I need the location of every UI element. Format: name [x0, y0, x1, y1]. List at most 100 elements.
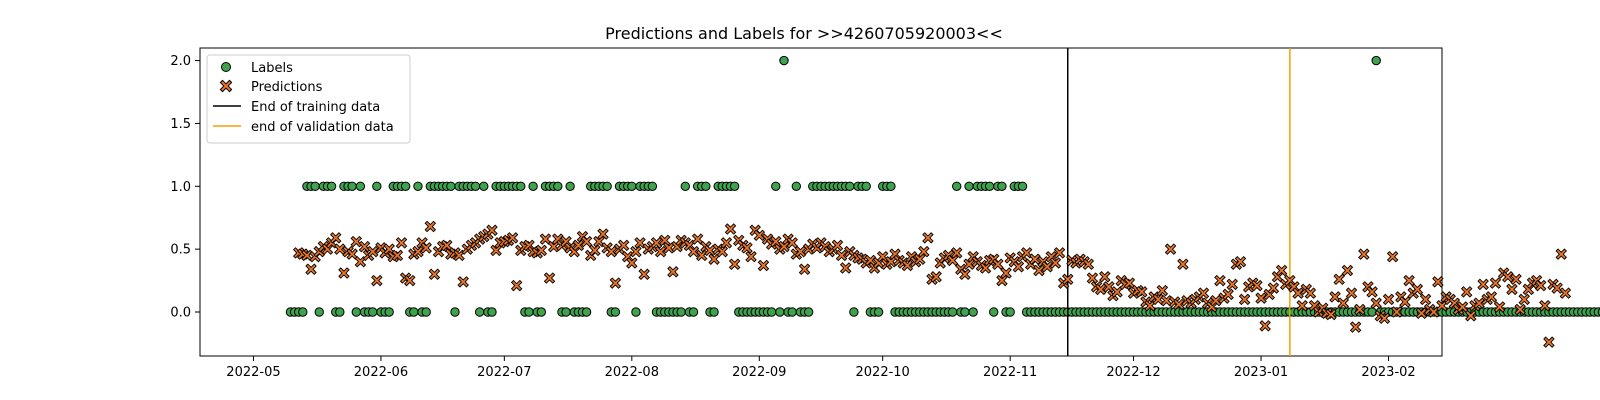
prediction-point	[1082, 258, 1095, 270]
prediction-point-fill	[1503, 272, 1513, 282]
prediction-point-fill	[372, 276, 382, 286]
prediction-point	[420, 242, 432, 254]
prediction-point	[1053, 247, 1066, 259]
prediction-point	[741, 242, 753, 254]
prediction-point	[1333, 273, 1345, 286]
prediction-point-fill	[1466, 311, 1476, 321]
prediction-point	[630, 245, 642, 258]
label-point	[631, 307, 641, 317]
prediction-point	[650, 237, 663, 249]
prediction-point-fill	[693, 234, 703, 244]
prediction-point-fill	[668, 267, 678, 277]
prediction-point	[728, 258, 741, 270]
prediction-point-fill	[635, 238, 645, 248]
label-point	[565, 181, 575, 191]
prediction-point	[786, 237, 798, 249]
legend-item-validation: end of validation data	[213, 120, 394, 135]
prediction-point-fill	[1034, 266, 1044, 275]
label-point	[372, 181, 382, 191]
label-point	[450, 307, 460, 317]
prediction-point	[1049, 257, 1062, 269]
prediction-point-fill	[339, 268, 349, 278]
prediction-point-fill	[606, 247, 616, 257]
prediction-point	[753, 229, 766, 242]
prediction-point-fill	[458, 277, 468, 287]
prediction-point	[1325, 308, 1337, 321]
prediction-point-fill	[1104, 282, 1114, 292]
prediction-point	[1086, 272, 1099, 284]
prediction-point	[658, 234, 671, 247]
prediction-point-fill	[915, 254, 925, 264]
prediction-point	[1292, 287, 1304, 299]
legend-label-labels: Labels	[251, 61, 293, 76]
prediction-point	[959, 268, 971, 281]
x-tick-label: 2023-02	[1361, 365, 1415, 380]
label-point	[1017, 181, 1028, 191]
x-tick-label: 2022-09	[732, 365, 786, 380]
prediction-point	[1341, 264, 1354, 277]
x-tick-label: 2022-12	[1106, 365, 1160, 380]
label-point	[314, 307, 324, 317]
prediction-point-fill	[487, 225, 497, 235]
y-tick-label: 1.0	[170, 180, 191, 195]
prediction-point-fill	[656, 247, 666, 257]
prediction-point	[745, 250, 757, 263]
label-point	[952, 181, 962, 191]
label-point	[989, 307, 999, 317]
prediction-point-fill	[1153, 294, 1163, 304]
prediction-point	[589, 244, 601, 257]
prediction-point-fill	[1252, 281, 1262, 291]
legend-x-icon	[221, 81, 231, 91]
prediction-point-fill	[964, 259, 974, 269]
prediction-point-fill	[1511, 274, 1521, 284]
prediction-point-fill	[1022, 248, 1032, 258]
prediction-point	[1337, 297, 1350, 309]
prediction-point	[1345, 287, 1358, 299]
prediction-point	[1543, 336, 1555, 348]
prediction-point	[547, 240, 560, 253]
prediction-point	[366, 245, 379, 258]
prediction-point	[391, 249, 404, 262]
label-point	[479, 181, 489, 191]
prediction-point	[1103, 281, 1115, 293]
prediction-point	[1173, 298, 1185, 311]
prediction-point-fill	[726, 224, 735, 234]
prediction-point	[1415, 307, 1428, 320]
prediction-point	[695, 249, 708, 262]
prediction-point	[1493, 301, 1506, 313]
prediction-point	[1358, 248, 1370, 260]
prediction-point	[1234, 255, 1247, 268]
y-tick-label: 1.5	[170, 117, 191, 132]
prediction-point-fill	[639, 269, 649, 279]
prediction-point	[535, 244, 548, 257]
prediction-point-fill	[598, 229, 608, 239]
label-point	[581, 307, 592, 317]
label-point	[351, 307, 361, 317]
label-point	[968, 307, 978, 317]
prediction-point	[901, 259, 914, 272]
prediction-point	[403, 274, 416, 287]
prediction-point-fill	[1540, 301, 1550, 311]
prediction-point-fill	[902, 261, 912, 270]
legend-box	[206, 54, 411, 144]
prediction-point	[1123, 277, 1136, 289]
prediction-point	[992, 258, 1004, 270]
prediction-point	[1436, 299, 1448, 312]
label-point	[787, 307, 797, 317]
prediction-point-fill	[1137, 287, 1147, 297]
prediction-point	[1156, 284, 1169, 297]
prediction-point-fill	[1112, 287, 1122, 297]
label-point	[610, 307, 621, 317]
prediction-point-fill	[952, 248, 962, 258]
label-point	[487, 307, 497, 317]
prediction-point	[371, 274, 383, 287]
y-tick-label: 2.0	[170, 54, 191, 69]
prediction-point	[1160, 294, 1173, 307]
prediction-point	[979, 262, 992, 274]
prediction-point	[687, 245, 700, 258]
prediction-point-fill	[689, 247, 698, 257]
label-point	[873, 307, 884, 317]
prediction-point-fill	[590, 245, 600, 255]
prediction-point-fill	[1371, 298, 1381, 308]
